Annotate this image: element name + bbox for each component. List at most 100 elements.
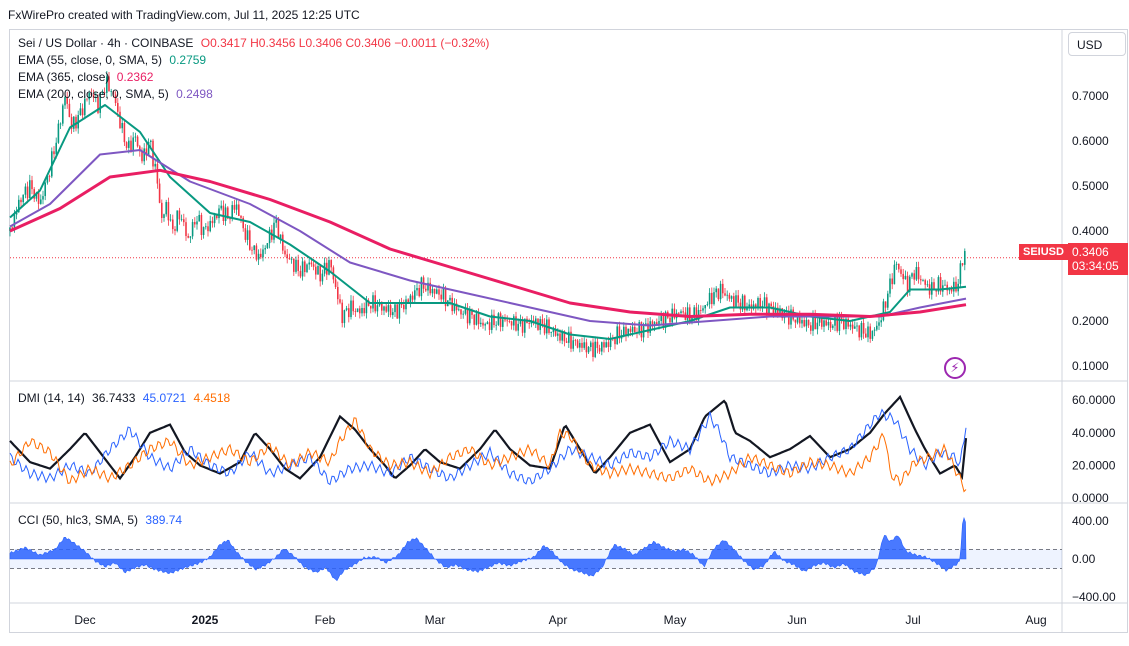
ema55-legend[interactable]: EMA (55, close, 0, SMA, 5) 0.2759	[18, 53, 210, 67]
candle-body	[163, 214, 165, 218]
candle-body	[442, 288, 445, 300]
candle-body	[143, 148, 145, 162]
candle-body	[592, 342, 594, 357]
candle-body	[576, 340, 579, 348]
candle-body	[330, 260, 332, 268]
candle-body	[266, 243, 269, 249]
candle-body	[689, 307, 691, 322]
candle-body	[18, 199, 20, 213]
candle-body	[865, 333, 867, 338]
candle-body	[524, 318, 526, 333]
candle-body	[486, 322, 489, 325]
candle-body	[40, 199, 42, 204]
candle-body	[510, 321, 513, 326]
ema365-legend[interactable]: EMA (365, close) 0.2362	[18, 70, 157, 84]
candle-body	[711, 292, 713, 305]
candle-body	[416, 288, 418, 291]
dmi-adx-value: 36.7433	[92, 391, 136, 405]
candle-body	[458, 309, 460, 311]
candle-body	[165, 202, 167, 215]
candle-body	[222, 205, 225, 221]
candle-body	[152, 140, 154, 167]
candle-body	[625, 326, 627, 336]
price-tick-label-2: 0.5000	[1072, 179, 1109, 193]
cci-tick-label-0: 400.00	[1072, 514, 1109, 528]
candle-body	[623, 326, 625, 336]
candle-body	[594, 341, 596, 357]
candle-body	[581, 342, 583, 348]
candle-body	[488, 322, 491, 330]
candle-body	[81, 108, 84, 116]
candle-body	[660, 316, 662, 322]
candle-body	[664, 311, 667, 328]
candle-body	[873, 329, 876, 331]
cci-legend[interactable]: CCI (50, hlc3, SMA, 5) 389.74	[18, 513, 186, 527]
candle-body	[376, 305, 379, 312]
candle-body	[719, 283, 722, 300]
ticker-label: SEIUSD	[1019, 244, 1068, 260]
candle-body	[871, 330, 874, 339]
candle-body	[653, 322, 656, 326]
candle-body	[233, 205, 236, 210]
candle-body	[202, 227, 205, 235]
ohlc-values: O0.3417 H0.3456 L0.3406 C0.3406 −0.0011 …	[200, 36, 490, 50]
candle-body	[506, 320, 508, 322]
candle-body	[348, 308, 350, 318]
candle-body	[574, 340, 577, 342]
price-tick-label-4: 0.2000	[1072, 314, 1109, 328]
candle-body	[832, 325, 834, 328]
candle-body	[499, 313, 502, 327]
candle-body	[513, 316, 515, 326]
time-tick-label-8: Aug	[1025, 613, 1046, 627]
candle-body	[209, 220, 211, 232]
candle-body	[194, 222, 196, 225]
candle-body	[959, 263, 962, 284]
candle-body	[363, 307, 365, 314]
candle-body	[249, 230, 251, 250]
candle-body	[150, 140, 152, 142]
ema200-legend[interactable]: EMA (200, close, 0, SMA, 5) 0.2498	[18, 87, 217, 101]
bolt-icon[interactable]: ⚡	[944, 357, 966, 379]
candle-body	[517, 323, 519, 331]
candle-body	[381, 303, 383, 311]
candle-body	[862, 322, 865, 334]
candle-body	[227, 207, 229, 219]
candle-body	[843, 319, 845, 330]
candle-body	[788, 311, 790, 325]
candle-body	[933, 282, 935, 290]
currency-button[interactable]: USD	[1068, 32, 1126, 56]
candle-body	[290, 258, 293, 260]
candle-body	[273, 222, 275, 240]
candle-body	[480, 322, 482, 325]
candle-body	[306, 264, 308, 273]
candle-body	[110, 91, 112, 93]
candle-body	[772, 306, 775, 313]
candle-body	[964, 251, 966, 265]
candle-body	[42, 196, 44, 200]
candle-body	[515, 316, 517, 331]
candle-body	[128, 140, 130, 148]
candle-body	[601, 342, 603, 352]
candle-body	[277, 219, 280, 239]
candle-body	[477, 313, 480, 325]
candle-body	[132, 137, 134, 152]
candle-body	[658, 321, 660, 325]
candle-body	[260, 253, 262, 258]
dmi-label: DMI (14, 14)	[18, 391, 85, 405]
candle-body	[722, 283, 724, 294]
candle-body	[352, 300, 354, 312]
candle-body	[860, 322, 863, 338]
main-legend[interactable]: Sei / US Dollar · 4h · COINBASE O0.3417 …	[18, 36, 493, 50]
candle-body	[297, 259, 299, 271]
candle-body	[216, 214, 218, 219]
candle-body	[90, 92, 93, 95]
candle-body	[906, 275, 909, 292]
candle-body	[922, 280, 924, 281]
candle-body	[950, 287, 953, 292]
candle-body	[420, 277, 423, 297]
candle-body	[497, 313, 500, 325]
dmi-legend[interactable]: DMI (14, 14) 36.7433 45.0721 4.4518	[18, 391, 234, 405]
candle-body	[466, 308, 469, 324]
candle-body	[695, 307, 698, 321]
